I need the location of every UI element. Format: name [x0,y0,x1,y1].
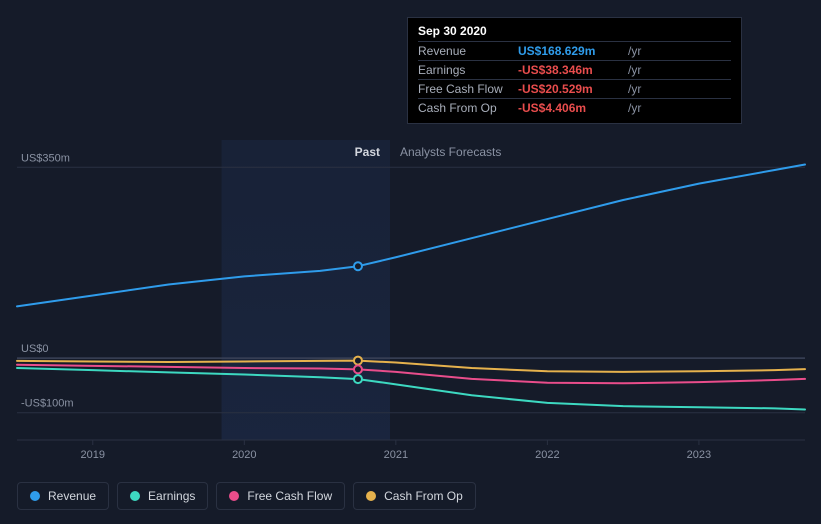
tooltip-metric: Cash From Op [418,99,518,118]
chart-legend: Revenue Earnings Free Cash Flow Cash From O… [17,482,476,510]
x-axis-label: 2023 [687,449,711,461]
series-line [17,165,805,307]
tooltip-metric: Free Cash Flow [418,80,518,99]
y-axis-label: US$0 [21,343,49,355]
tooltip-value: -US$4.406m [518,99,628,118]
highlight-marker [354,262,362,270]
past-label: Past [355,145,380,159]
legend-label: Revenue [48,489,96,503]
forecast-label: Analysts Forecasts [400,145,501,159]
tooltip-value: -US$38.346m [518,61,628,80]
tooltip-unit: /yr [628,99,731,118]
tooltip-metric: Revenue [418,42,518,61]
highlight-marker [354,357,362,365]
tooltip-unit: /yr [628,42,731,61]
x-axis-label: 2019 [81,449,105,461]
legend-item[interactable]: Earnings [117,482,208,510]
legend-item[interactable]: Free Cash Flow [216,482,345,510]
legend-label: Cash From Op [384,489,463,503]
tooltip-row: RevenueUS$168.629m/yr [418,42,731,61]
tooltip-value: -US$20.529m [518,80,628,99]
highlight-marker [354,375,362,383]
y-axis-label: -US$100m [21,398,74,410]
legend-swatch [130,491,140,501]
legend-label: Free Cash Flow [247,489,332,503]
tooltip-row: Free Cash Flow-US$20.529m/yr [418,80,731,99]
tooltip-row: Earnings-US$38.346m/yr [418,61,731,80]
highlight-marker [354,365,362,373]
legend-item[interactable]: Revenue [17,482,109,510]
legend-swatch [229,491,239,501]
tooltip-table: RevenueUS$168.629m/yrEarnings-US$38.346m… [418,41,731,117]
x-axis-label: 2021 [384,449,408,461]
x-axis-label: 2022 [535,449,559,461]
y-axis-label: US$350m [21,152,70,164]
legend-item[interactable]: Cash From Op [353,482,476,510]
tooltip-unit: /yr [628,61,731,80]
tooltip-metric: Earnings [418,61,518,80]
legend-swatch [366,491,376,501]
legend-swatch [30,491,40,501]
tooltip-row: Cash From Op-US$4.406m/yr [418,99,731,118]
chart-container: US$350m US$0 -US$100m 2019 2020 2021 2022 2023 P… [17,0,805,470]
tooltip-value: US$168.629m [518,42,628,61]
legend-label: Earnings [148,489,195,503]
chart-tooltip: Sep 30 2020 RevenueUS$168.629m/yrEarning… [407,17,742,124]
tooltip-date: Sep 30 2020 [418,24,731,41]
tooltip-unit: /yr [628,80,731,99]
series-line [17,365,805,384]
x-axis-label: 2020 [232,449,256,461]
